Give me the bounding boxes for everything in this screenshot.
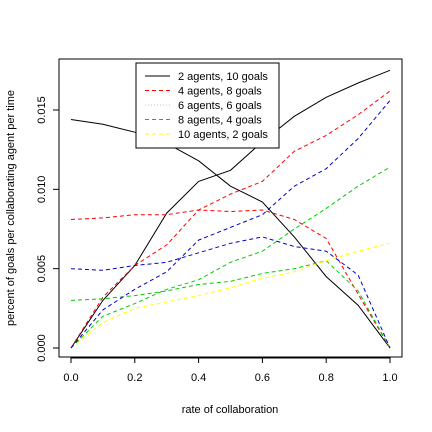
series-line-5-1: [70, 236, 391, 349]
legend-label: 8 agents, 4 goals: [178, 115, 262, 127]
y-tick-label: 0.010: [36, 176, 48, 204]
series-line-0-1: [70, 119, 391, 349]
axes: 0.0 0.2 0.4 0.6 0.8 1.0 0.000 0.005 0.010 0.015: [36, 96, 398, 384]
legend-label: 4 agents, 8 goals: [178, 86, 262, 98]
series-line-5-0: [70, 100, 391, 349]
x-axis-label: rate of collaboration: [182, 404, 279, 416]
legend-label: 10 agents, 2 goals: [178, 129, 268, 141]
y-tick-label: 0.015: [36, 96, 48, 124]
x-tick-label: 0.8: [319, 372, 334, 384]
series-line-1-0: [70, 90, 391, 349]
legend: 2 agents, 10 goals 4 agents, 8 goals 6 age…: [135, 62, 280, 149]
x-tick-label: 0.6: [255, 372, 270, 384]
legend-label: 2 agents, 10 goals: [178, 71, 268, 83]
x-tick-label: 0.0: [63, 372, 78, 384]
x-tick-label: 0.2: [127, 372, 142, 384]
x-tick-label: 0.4: [191, 372, 206, 384]
series-line-1-1: [70, 209, 391, 349]
x-tick-label: 1.0: [382, 372, 397, 384]
series-line-4-0: [70, 242, 391, 349]
series-line-0-0: [70, 69, 391, 349]
legend-label: 6 agents, 6 goals: [178, 100, 262, 112]
y-tick-label: 0.005: [36, 255, 48, 283]
series-layer: [70, 69, 391, 349]
series-line-3-0: [70, 166, 391, 349]
y-tick-label: 0.000: [36, 334, 48, 362]
y-axis-label: percent of goals per collaborating agent…: [5, 90, 17, 326]
series-line-3-1: [70, 260, 391, 349]
